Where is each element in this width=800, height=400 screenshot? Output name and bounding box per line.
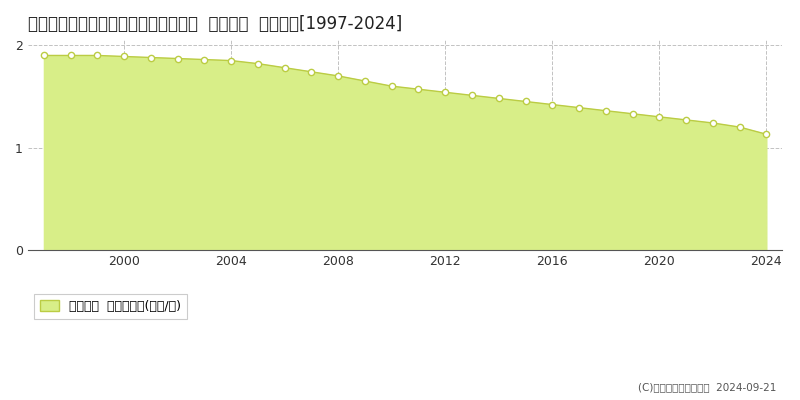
Text: 北海道網走郡津別町字豊永２８番６７  基準地価  地価推移[1997-2024]: 北海道網走郡津別町字豊永２８番６７ 基準地価 地価推移[1997-2024] xyxy=(28,15,402,33)
Legend: 基準地価  平均坪単価(万円/坪): 基準地価 平均坪単価(万円/坪) xyxy=(34,294,187,319)
Text: (C)土地価格ドットコム  2024-09-21: (C)土地価格ドットコム 2024-09-21 xyxy=(638,382,776,392)
